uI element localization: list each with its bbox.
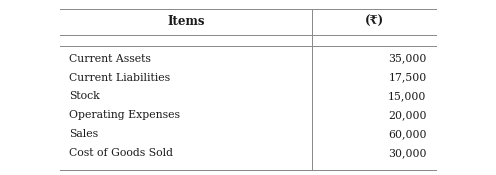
Text: Cost of Goods Sold: Cost of Goods Sold — [69, 148, 174, 158]
Text: Current Assets: Current Assets — [69, 54, 151, 64]
Text: Operating Expenses: Operating Expenses — [69, 110, 181, 120]
Text: Sales: Sales — [69, 129, 99, 139]
Text: 30,000: 30,000 — [388, 148, 427, 158]
Text: 35,000: 35,000 — [388, 54, 427, 64]
Text: (₹): (₹) — [365, 15, 384, 28]
Text: 17,500: 17,500 — [388, 72, 427, 83]
Text: Items: Items — [167, 15, 205, 28]
Text: Current Liabilities: Current Liabilities — [69, 72, 171, 83]
Text: 15,000: 15,000 — [388, 91, 427, 102]
Text: Stock: Stock — [69, 91, 100, 102]
Text: 60,000: 60,000 — [388, 129, 427, 139]
Text: 20,000: 20,000 — [388, 110, 427, 120]
